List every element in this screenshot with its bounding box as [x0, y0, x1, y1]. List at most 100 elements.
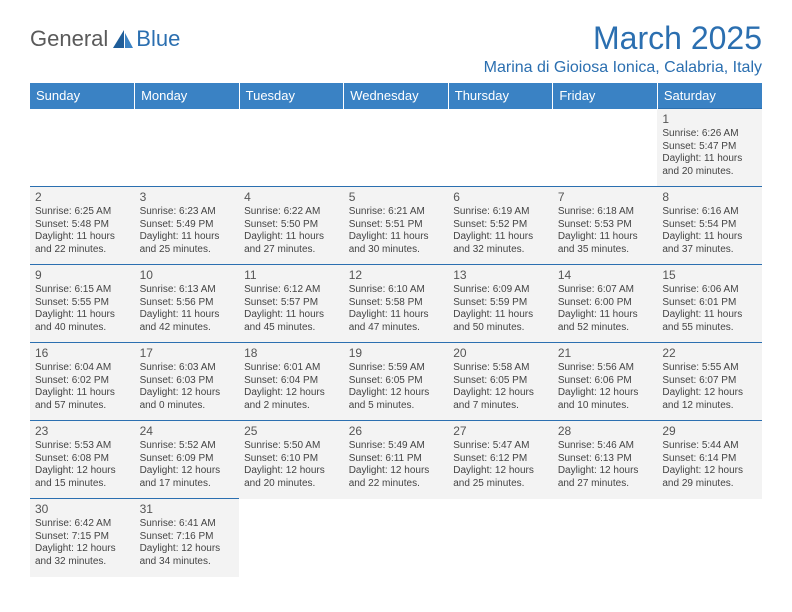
calendar-day-cell: 5Sunrise: 6:21 AMSunset: 5:51 PMDaylight… — [344, 187, 449, 265]
day-info-line: Sunset: 6:07 PM — [662, 375, 757, 388]
day-info-line: and 25 minutes. — [453, 478, 548, 491]
day-info-line: Daylight: 12 hours — [662, 387, 757, 400]
day-info-line: Sunset: 6:13 PM — [558, 453, 653, 466]
day-info-line: Sunrise: 5:49 AM — [349, 440, 444, 453]
day-number: 22 — [662, 346, 757, 361]
day-info-line: and 22 minutes. — [349, 478, 444, 491]
day-info-line: and 32 minutes. — [453, 244, 548, 257]
day-info-line: Daylight: 11 hours — [662, 153, 757, 166]
day-number: 13 — [453, 268, 548, 283]
calendar-day-cell: 14Sunrise: 6:07 AMSunset: 6:00 PMDayligh… — [553, 265, 658, 343]
day-number: 3 — [140, 190, 235, 205]
day-info-line: Sunrise: 6:13 AM — [140, 284, 235, 297]
calendar-day-cell: 19Sunrise: 5:59 AMSunset: 6:05 PMDayligh… — [344, 343, 449, 421]
calendar-body: 1Sunrise: 6:26 AMSunset: 5:47 PMDaylight… — [30, 109, 762, 577]
day-info-line: and 2 minutes. — [244, 400, 339, 413]
day-info-line: and 0 minutes. — [140, 400, 235, 413]
calendar-day-cell — [448, 109, 553, 187]
calendar-day-cell — [30, 109, 135, 187]
day-info-line: and 55 minutes. — [662, 322, 757, 335]
day-number: 31 — [140, 502, 235, 517]
calendar-day-cell: 27Sunrise: 5:47 AMSunset: 6:12 PMDayligh… — [448, 421, 553, 499]
calendar-day-cell: 10Sunrise: 6:13 AMSunset: 5:56 PMDayligh… — [135, 265, 240, 343]
day-info-line: Sunset: 6:11 PM — [349, 453, 444, 466]
day-number: 4 — [244, 190, 339, 205]
day-info-line: Sunrise: 6:22 AM — [244, 206, 339, 219]
day-number: 6 — [453, 190, 548, 205]
day-info-line: Sunset: 6:04 PM — [244, 375, 339, 388]
day-info-line: Sunrise: 6:12 AM — [244, 284, 339, 297]
calendar-day-cell — [657, 499, 762, 577]
calendar-day-cell: 11Sunrise: 6:12 AMSunset: 5:57 PMDayligh… — [239, 265, 344, 343]
calendar-week-row: 9Sunrise: 6:15 AMSunset: 5:55 PMDaylight… — [30, 265, 762, 343]
month-title: March 2025 — [484, 20, 762, 57]
day-info-line: and 57 minutes. — [35, 400, 130, 413]
calendar-day-cell: 15Sunrise: 6:06 AMSunset: 6:01 PMDayligh… — [657, 265, 762, 343]
day-info-line: Sunset: 5:47 PM — [662, 141, 757, 154]
day-info-line: and 10 minutes. — [558, 400, 653, 413]
day-number: 10 — [140, 268, 235, 283]
day-info-line: and 29 minutes. — [662, 478, 757, 491]
day-info-line: Daylight: 11 hours — [140, 231, 235, 244]
day-info-line: and 5 minutes. — [349, 400, 444, 413]
calendar-day-cell — [239, 109, 344, 187]
day-info-line: and 32 minutes. — [35, 556, 130, 569]
day-number: 1 — [662, 112, 757, 127]
calendar-day-cell: 4Sunrise: 6:22 AMSunset: 5:50 PMDaylight… — [239, 187, 344, 265]
calendar-day-cell: 29Sunrise: 5:44 AMSunset: 6:14 PMDayligh… — [657, 421, 762, 499]
day-info-line: Daylight: 11 hours — [35, 309, 130, 322]
day-info-line: Sunrise: 6:21 AM — [349, 206, 444, 219]
calendar-day-cell — [135, 109, 240, 187]
calendar-table: Sunday Monday Tuesday Wednesday Thursday… — [30, 83, 762, 577]
day-info-line: Sunrise: 5:59 AM — [349, 362, 444, 375]
day-info-line: Sunrise: 6:42 AM — [35, 518, 130, 531]
day-info-line: and 20 minutes. — [244, 478, 339, 491]
day-info-line: Daylight: 11 hours — [558, 309, 653, 322]
day-info-line: and 47 minutes. — [349, 322, 444, 335]
day-number: 30 — [35, 502, 130, 517]
calendar-day-cell: 17Sunrise: 6:03 AMSunset: 6:03 PMDayligh… — [135, 343, 240, 421]
calendar-day-cell: 16Sunrise: 6:04 AMSunset: 6:02 PMDayligh… — [30, 343, 135, 421]
day-info-line: Sunset: 5:49 PM — [140, 219, 235, 232]
calendar-week-row: 2Sunrise: 6:25 AMSunset: 5:48 PMDaylight… — [30, 187, 762, 265]
day-number: 14 — [558, 268, 653, 283]
day-info-line: Sunset: 6:05 PM — [349, 375, 444, 388]
day-info-line: Sunrise: 6:23 AM — [140, 206, 235, 219]
day-number: 19 — [349, 346, 444, 361]
day-info-line: Sunrise: 5:52 AM — [140, 440, 235, 453]
day-info-line: Sunset: 5:48 PM — [35, 219, 130, 232]
day-info-line: Sunrise: 6:41 AM — [140, 518, 235, 531]
day-info-line: Sunset: 7:15 PM — [35, 531, 130, 544]
day-info-line: Sunset: 7:16 PM — [140, 531, 235, 544]
day-number: 29 — [662, 424, 757, 439]
day-header: Saturday — [657, 83, 762, 109]
day-info-line: and 17 minutes. — [140, 478, 235, 491]
calendar-day-cell: 2Sunrise: 6:25 AMSunset: 5:48 PMDaylight… — [30, 187, 135, 265]
calendar-week-row: 1Sunrise: 6:26 AMSunset: 5:47 PMDaylight… — [30, 109, 762, 187]
day-number: 17 — [140, 346, 235, 361]
day-number: 25 — [244, 424, 339, 439]
day-info-line: Daylight: 12 hours — [35, 543, 130, 556]
day-number: 21 — [558, 346, 653, 361]
day-number: 8 — [662, 190, 757, 205]
day-info-line: Sunset: 6:00 PM — [558, 297, 653, 310]
day-info-line: Daylight: 12 hours — [349, 465, 444, 478]
calendar-day-cell: 26Sunrise: 5:49 AMSunset: 6:11 PMDayligh… — [344, 421, 449, 499]
calendar-week-row: 30Sunrise: 6:42 AMSunset: 7:15 PMDayligh… — [30, 499, 762, 577]
day-header: Thursday — [448, 83, 553, 109]
day-info-line: Sunrise: 5:47 AM — [453, 440, 548, 453]
day-info-line: Daylight: 12 hours — [558, 387, 653, 400]
calendar-day-cell: 25Sunrise: 5:50 AMSunset: 6:10 PMDayligh… — [239, 421, 344, 499]
day-number: 18 — [244, 346, 339, 361]
day-info-line: and 25 minutes. — [140, 244, 235, 257]
day-info-line: Daylight: 11 hours — [662, 309, 757, 322]
day-info-line: Sunset: 6:01 PM — [662, 297, 757, 310]
day-header: Sunday — [30, 83, 135, 109]
day-info-line: Daylight: 11 hours — [453, 309, 548, 322]
day-number: 7 — [558, 190, 653, 205]
day-info-line: Sunrise: 5:58 AM — [453, 362, 548, 375]
day-number: 24 — [140, 424, 235, 439]
day-info-line: and 35 minutes. — [558, 244, 653, 257]
calendar-day-cell — [239, 499, 344, 577]
day-info-line: Daylight: 11 hours — [662, 231, 757, 244]
